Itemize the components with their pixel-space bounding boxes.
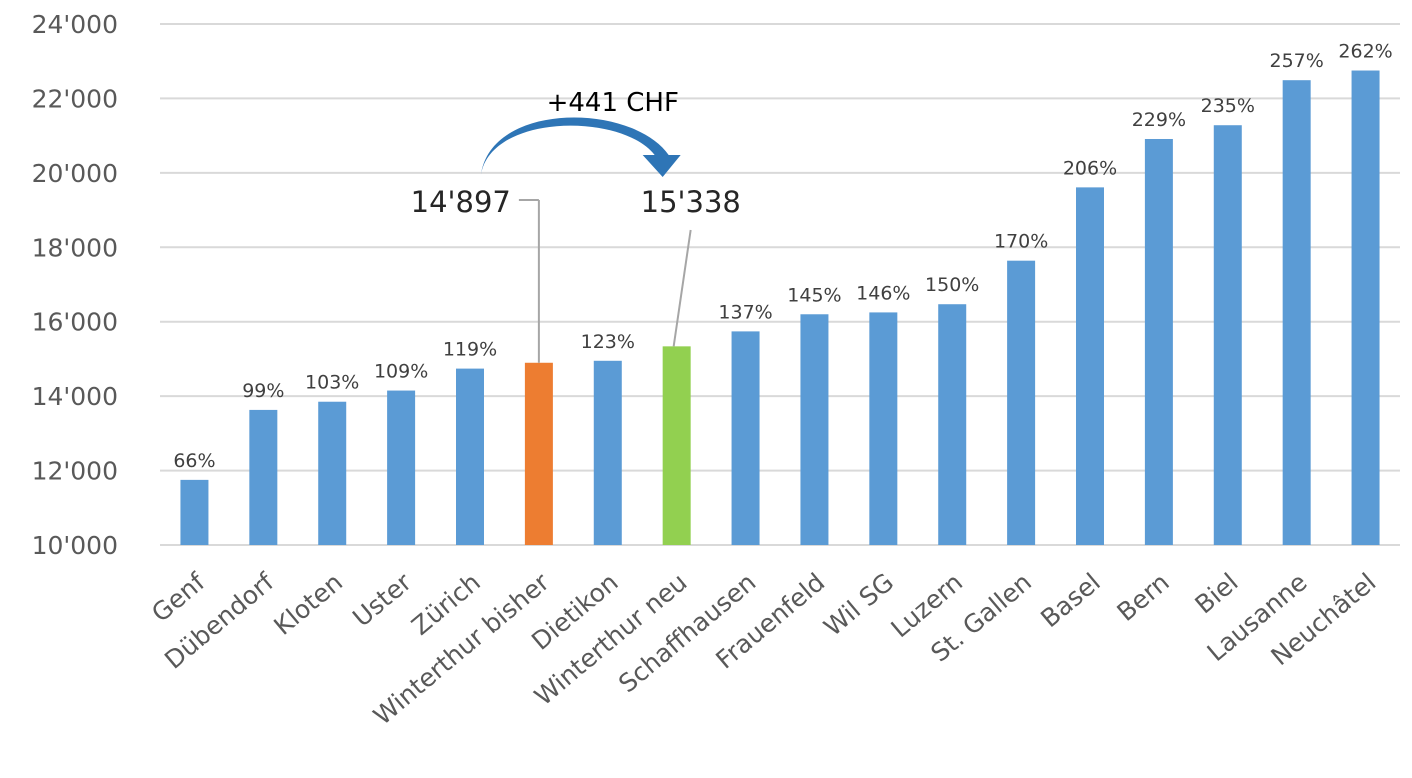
y-tick-label: 18'000 xyxy=(32,233,118,262)
data-label: 170% xyxy=(994,231,1048,253)
gridlines xyxy=(160,23,1400,546)
data-label: 145% xyxy=(787,284,841,306)
y-tick-label: 22'000 xyxy=(32,84,118,113)
y-tick-label: 24'000 xyxy=(32,10,118,39)
leader-line-new xyxy=(672,229,692,347)
new-value-label: 15'338 xyxy=(641,185,741,219)
bar xyxy=(593,360,622,545)
bar xyxy=(318,401,347,545)
x-tick-label: Wil SG xyxy=(818,567,899,641)
data-label: 66% xyxy=(173,450,215,472)
bar xyxy=(456,368,484,545)
increase-arrow-icon xyxy=(480,117,681,177)
data-label: 109% xyxy=(374,361,428,383)
data-label: 150% xyxy=(925,274,979,296)
bar xyxy=(249,409,278,545)
old-value-label: 14'897 xyxy=(411,185,511,219)
data-label: 123% xyxy=(581,331,635,353)
bar xyxy=(800,314,829,545)
data-label: 103% xyxy=(305,372,359,394)
data-label: 119% xyxy=(443,339,497,361)
bar xyxy=(1213,125,1242,546)
annotations: 14'897 15'338 +441 CHF xyxy=(411,88,741,363)
bar xyxy=(1282,80,1311,545)
y-tick-label: 14'000 xyxy=(32,382,118,411)
bars xyxy=(180,70,1380,546)
bar xyxy=(662,346,691,545)
x-tick-label: Uster xyxy=(347,567,417,633)
y-tick-label: 20'000 xyxy=(32,159,118,188)
bar xyxy=(180,479,209,545)
data-label: 206% xyxy=(1063,157,1117,179)
data-label: 235% xyxy=(1201,95,1255,117)
y-tick-label: 12'000 xyxy=(32,457,118,486)
data-label: 229% xyxy=(1132,109,1186,131)
data-labels: 66% 99% 103% 109% 119% 123% 137% 145% 146% 150% 17… xyxy=(173,41,1392,472)
bar xyxy=(938,304,967,545)
bar xyxy=(1144,138,1173,546)
bar xyxy=(869,312,898,545)
y-axis-ticks: 10'000 12'000 14'000 16'000 18'000 20'000 22'0… xyxy=(32,10,118,560)
bar xyxy=(1076,187,1104,545)
bar xyxy=(524,362,553,545)
difference-label: +441 CHF xyxy=(547,88,679,118)
data-label: 262% xyxy=(1338,41,1392,63)
x-tick-label: Bern xyxy=(1112,567,1175,627)
bar xyxy=(387,390,416,545)
data-label: 257% xyxy=(1270,50,1324,72)
data-label: 137% xyxy=(718,301,772,323)
y-tick-label: 10'000 xyxy=(32,531,118,560)
x-tick-label: Biel xyxy=(1189,567,1243,619)
data-label: 146% xyxy=(856,282,910,304)
x-tick-label: Basel xyxy=(1035,567,1106,633)
y-tick-label: 16'000 xyxy=(32,308,118,337)
bar xyxy=(731,331,760,545)
data-label: 99% xyxy=(242,380,284,402)
bar xyxy=(1351,70,1380,546)
bar xyxy=(1007,260,1036,545)
x-tick-label: Kloten xyxy=(268,567,348,640)
